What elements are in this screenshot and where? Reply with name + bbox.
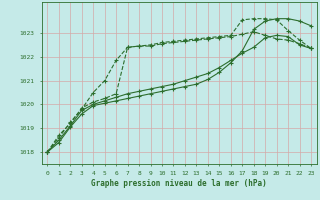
X-axis label: Graphe pression niveau de la mer (hPa): Graphe pression niveau de la mer (hPa) [91,179,267,188]
